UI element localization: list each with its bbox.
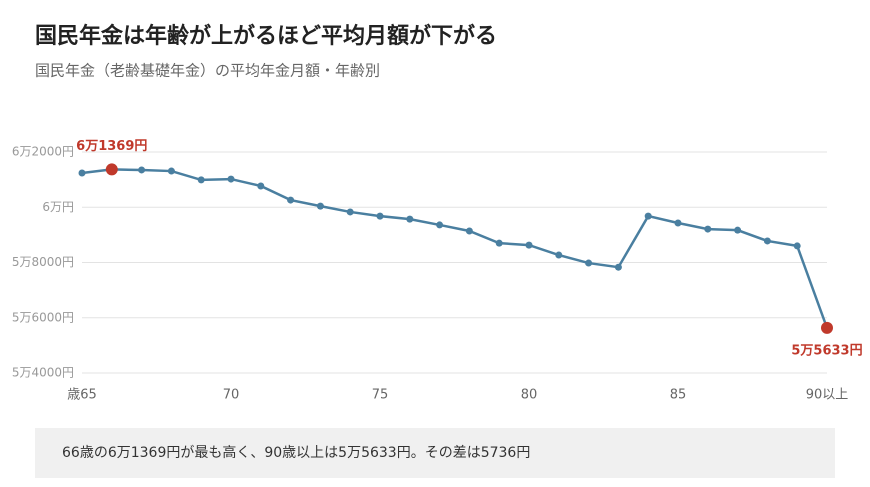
- point: [704, 225, 712, 233]
- point: [465, 227, 473, 235]
- point: [525, 241, 533, 249]
- point: [674, 219, 682, 227]
- point: [555, 251, 563, 259]
- point: [821, 321, 833, 334]
- line: [81, 168, 829, 329]
- point: [197, 176, 205, 184]
- value-label: 6万1369円: [76, 139, 147, 154]
- x-tick-label: 70: [223, 388, 240, 403]
- x-tick-label: 90以上: [806, 388, 849, 403]
- point: [316, 202, 324, 210]
- note-box: [35, 428, 835, 478]
- point: [138, 166, 146, 174]
- chart-subtitle: 国民年金（老齢基礎年金）の平均年金月額・年齢別: [35, 62, 380, 80]
- x-tick-label: 85: [670, 388, 687, 403]
- point: [227, 175, 235, 183]
- y-tick-label: 6万2000円: [12, 145, 74, 159]
- point: [734, 226, 742, 234]
- point: [614, 263, 622, 271]
- chart-title: 国民年金は年齢が上がるほど平均月額が下がる: [35, 23, 497, 49]
- note: 66歳の6万1369円が最も高く、90歳以上は5万5633円。その差は5736円: [62, 444, 530, 461]
- point: [585, 259, 593, 267]
- y-tick-label: 5万4000円: [12, 366, 74, 380]
- point: [376, 212, 384, 220]
- point: [167, 167, 175, 175]
- point: [436, 221, 444, 229]
- value-label: 5万5633円: [791, 343, 862, 358]
- point: [495, 239, 503, 247]
- point: [793, 242, 801, 250]
- x-tick-label: 80: [521, 388, 538, 403]
- y-tick-label: 5万6000円: [12, 310, 74, 324]
- point: [257, 182, 265, 190]
- x-tick-label: 75: [372, 388, 389, 403]
- point: [105, 163, 118, 176]
- y-tick-label: 6万円: [42, 200, 74, 214]
- x-tick-label: 歳65: [67, 388, 97, 403]
- point: [78, 169, 86, 177]
- point: [346, 208, 354, 216]
- point: [644, 212, 652, 220]
- y-tick-label: 5万8000円: [12, 255, 74, 269]
- point: [287, 196, 295, 204]
- point: [406, 215, 414, 223]
- point: [763, 237, 771, 245]
